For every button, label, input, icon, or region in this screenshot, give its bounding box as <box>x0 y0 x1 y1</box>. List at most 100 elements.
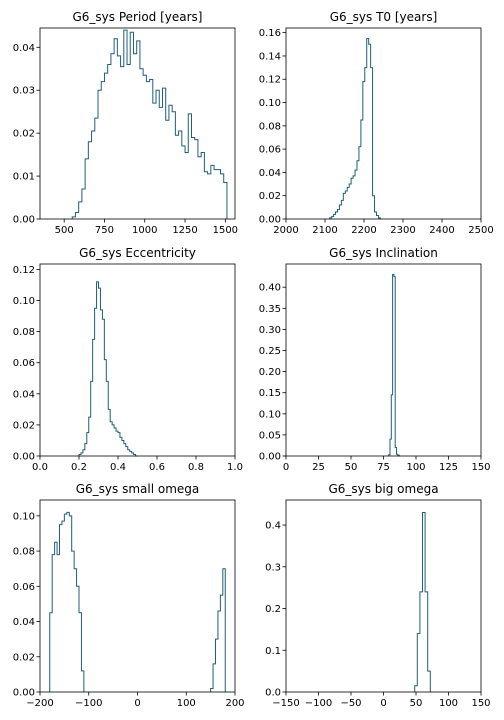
y-tick-label: 0.08 <box>259 121 281 132</box>
x-tick-label: 200 <box>225 698 244 709</box>
x-tick-label: 750 <box>95 225 114 236</box>
y-tick-label: 0.04 <box>13 43 35 54</box>
y-tick-label: 0.1 <box>265 646 281 657</box>
y-tick-label: 0.02 <box>13 652 35 663</box>
y-tick-label: 0.15 <box>259 388 281 399</box>
y-tick-label: 0.04 <box>13 617 35 628</box>
y-tick-label: 0.02 <box>13 420 35 431</box>
y-tick-label: 0.10 <box>13 296 35 307</box>
x-tick-label: 2200 <box>351 225 376 236</box>
subplot-5: G6_sys small omega −200 −100 0 100 200 0.00 0.0… <box>13 482 245 709</box>
x-tick-label: 0.8 <box>188 462 204 473</box>
histogram-series <box>71 29 228 219</box>
y-tick-label: 0.3 <box>265 562 281 573</box>
y-tick-label: 0.00 <box>13 452 35 463</box>
x-tick-label: 2500 <box>468 225 493 236</box>
y-tick-label: 0.25 <box>259 346 281 357</box>
x-tick-label: 2000 <box>273 225 298 236</box>
y-tick-label: 0.14 <box>259 51 281 62</box>
y-tick-label: 0.16 <box>259 28 281 39</box>
histogram-series <box>388 274 401 457</box>
x-tick-label: −150 <box>272 698 299 709</box>
x-tick-label: 100 <box>406 462 425 473</box>
x-tick-label: −100 <box>75 698 102 709</box>
y-tick-label: 0.35 <box>259 304 281 315</box>
y-tick-label: 0.40 <box>259 283 281 294</box>
histogram-series <box>78 281 138 457</box>
x-tick-label: 0.2 <box>71 462 87 473</box>
axes-frame <box>285 27 482 220</box>
y-tick-label: 0.03 <box>13 86 35 97</box>
x-tick-label: −50 <box>340 698 361 709</box>
y-tick-label: 0.2 <box>265 604 281 615</box>
y-tick-label: 0.04 <box>259 168 281 179</box>
y-tick-label: 0.08 <box>13 547 35 558</box>
y-tick-label: 0.0 <box>265 688 281 699</box>
x-tick-label: 500 <box>55 225 74 236</box>
x-tick-label: −100 <box>305 698 332 709</box>
y-tick-label: 0.01 <box>13 172 35 183</box>
y-tick-label: 0.05 <box>259 430 281 441</box>
histogram-series <box>329 37 381 219</box>
y-tick-label: 0.12 <box>13 265 35 276</box>
y-tick-label: 0.00 <box>259 452 281 463</box>
x-tick-label: 0.4 <box>110 462 126 473</box>
subplot-title: G6_sys big omega <box>328 482 438 496</box>
x-tick-label: 1000 <box>132 225 157 236</box>
axes-frame <box>39 27 236 220</box>
x-tick-label: 2400 <box>429 225 454 236</box>
x-tick-label: 100 <box>177 698 196 709</box>
x-tick-label: 50 <box>410 698 423 709</box>
subplot-6: G6_sys big omega −150 −100 −50 0 50 100 150 0.0 0… <box>265 482 490 709</box>
y-tick-label: 0.08 <box>13 327 35 338</box>
subplot-3: G6_sys Eccentricity 0.0 0.2 0.4 0.6 0.8 1.0 0.0… <box>13 246 243 473</box>
axes-frame <box>39 263 236 457</box>
subplot-title: G6_sys T0 [years] <box>330 10 438 24</box>
y-tick-label: 0.30 <box>259 325 281 336</box>
x-tick-label: 1250 <box>172 225 197 236</box>
x-tick-label: −200 <box>26 698 53 709</box>
axes-frame <box>39 499 236 693</box>
y-tick-label: 0.02 <box>13 129 35 140</box>
subplot-title: G6_sys Eccentricity <box>79 246 196 260</box>
y-tick-label: 0.04 <box>13 389 35 400</box>
x-tick-label: 2300 <box>390 225 415 236</box>
x-tick-label: 0 <box>134 698 140 709</box>
y-tick-label: 0.00 <box>259 215 281 226</box>
y-tick-label: 0.20 <box>259 367 281 378</box>
x-tick-label: 0 <box>283 462 289 473</box>
x-tick-label: 50 <box>345 462 358 473</box>
y-tick-label: 0.10 <box>259 409 281 420</box>
subplot-4: G6_sys Inclination 0 25 50 75 100 125 150 0.00 0.… <box>259 246 491 473</box>
y-tick-label: 0.12 <box>259 75 281 86</box>
x-tick-label: 2100 <box>312 225 337 236</box>
x-tick-label: 150 <box>471 462 490 473</box>
x-tick-label: 125 <box>439 462 458 473</box>
y-tick-label: 0.4 <box>265 521 281 532</box>
x-tick-label: 0.0 <box>32 462 48 473</box>
x-tick-label: 0.6 <box>149 462 165 473</box>
x-tick-label: 25 <box>312 462 325 473</box>
subplot-title: G6_sys Period [years] <box>73 10 203 24</box>
y-tick-label: 0.10 <box>259 98 281 109</box>
y-tick-label: 0.00 <box>13 688 35 699</box>
x-tick-label: 1.0 <box>227 462 243 473</box>
x-tick-label: 1500 <box>213 225 238 236</box>
subplot-2: G6_sys T0 [years] 2000 2100 2200 2300 2400 250… <box>259 10 494 236</box>
axes-frame <box>285 263 482 457</box>
x-tick-label: 75 <box>377 462 390 473</box>
histogram-series <box>414 512 431 692</box>
x-tick-label: 0 <box>380 698 386 709</box>
histogram-series <box>49 511 226 692</box>
x-tick-label: 150 <box>471 698 490 709</box>
subplot-title: G6_sys small omega <box>76 482 200 496</box>
y-tick-label: 0.10 <box>13 511 35 522</box>
y-tick-label: 0.06 <box>13 358 35 369</box>
subplot-title: G6_sys Inclination <box>329 246 438 260</box>
y-tick-label: 0.06 <box>13 582 35 593</box>
subplot-1: G6_sys Period [years] 500 750 1000 1250 1500 0… <box>13 10 238 236</box>
axes-frame <box>285 499 482 693</box>
y-tick-label: 0.00 <box>13 215 35 226</box>
y-tick-label: 0.02 <box>259 191 281 202</box>
